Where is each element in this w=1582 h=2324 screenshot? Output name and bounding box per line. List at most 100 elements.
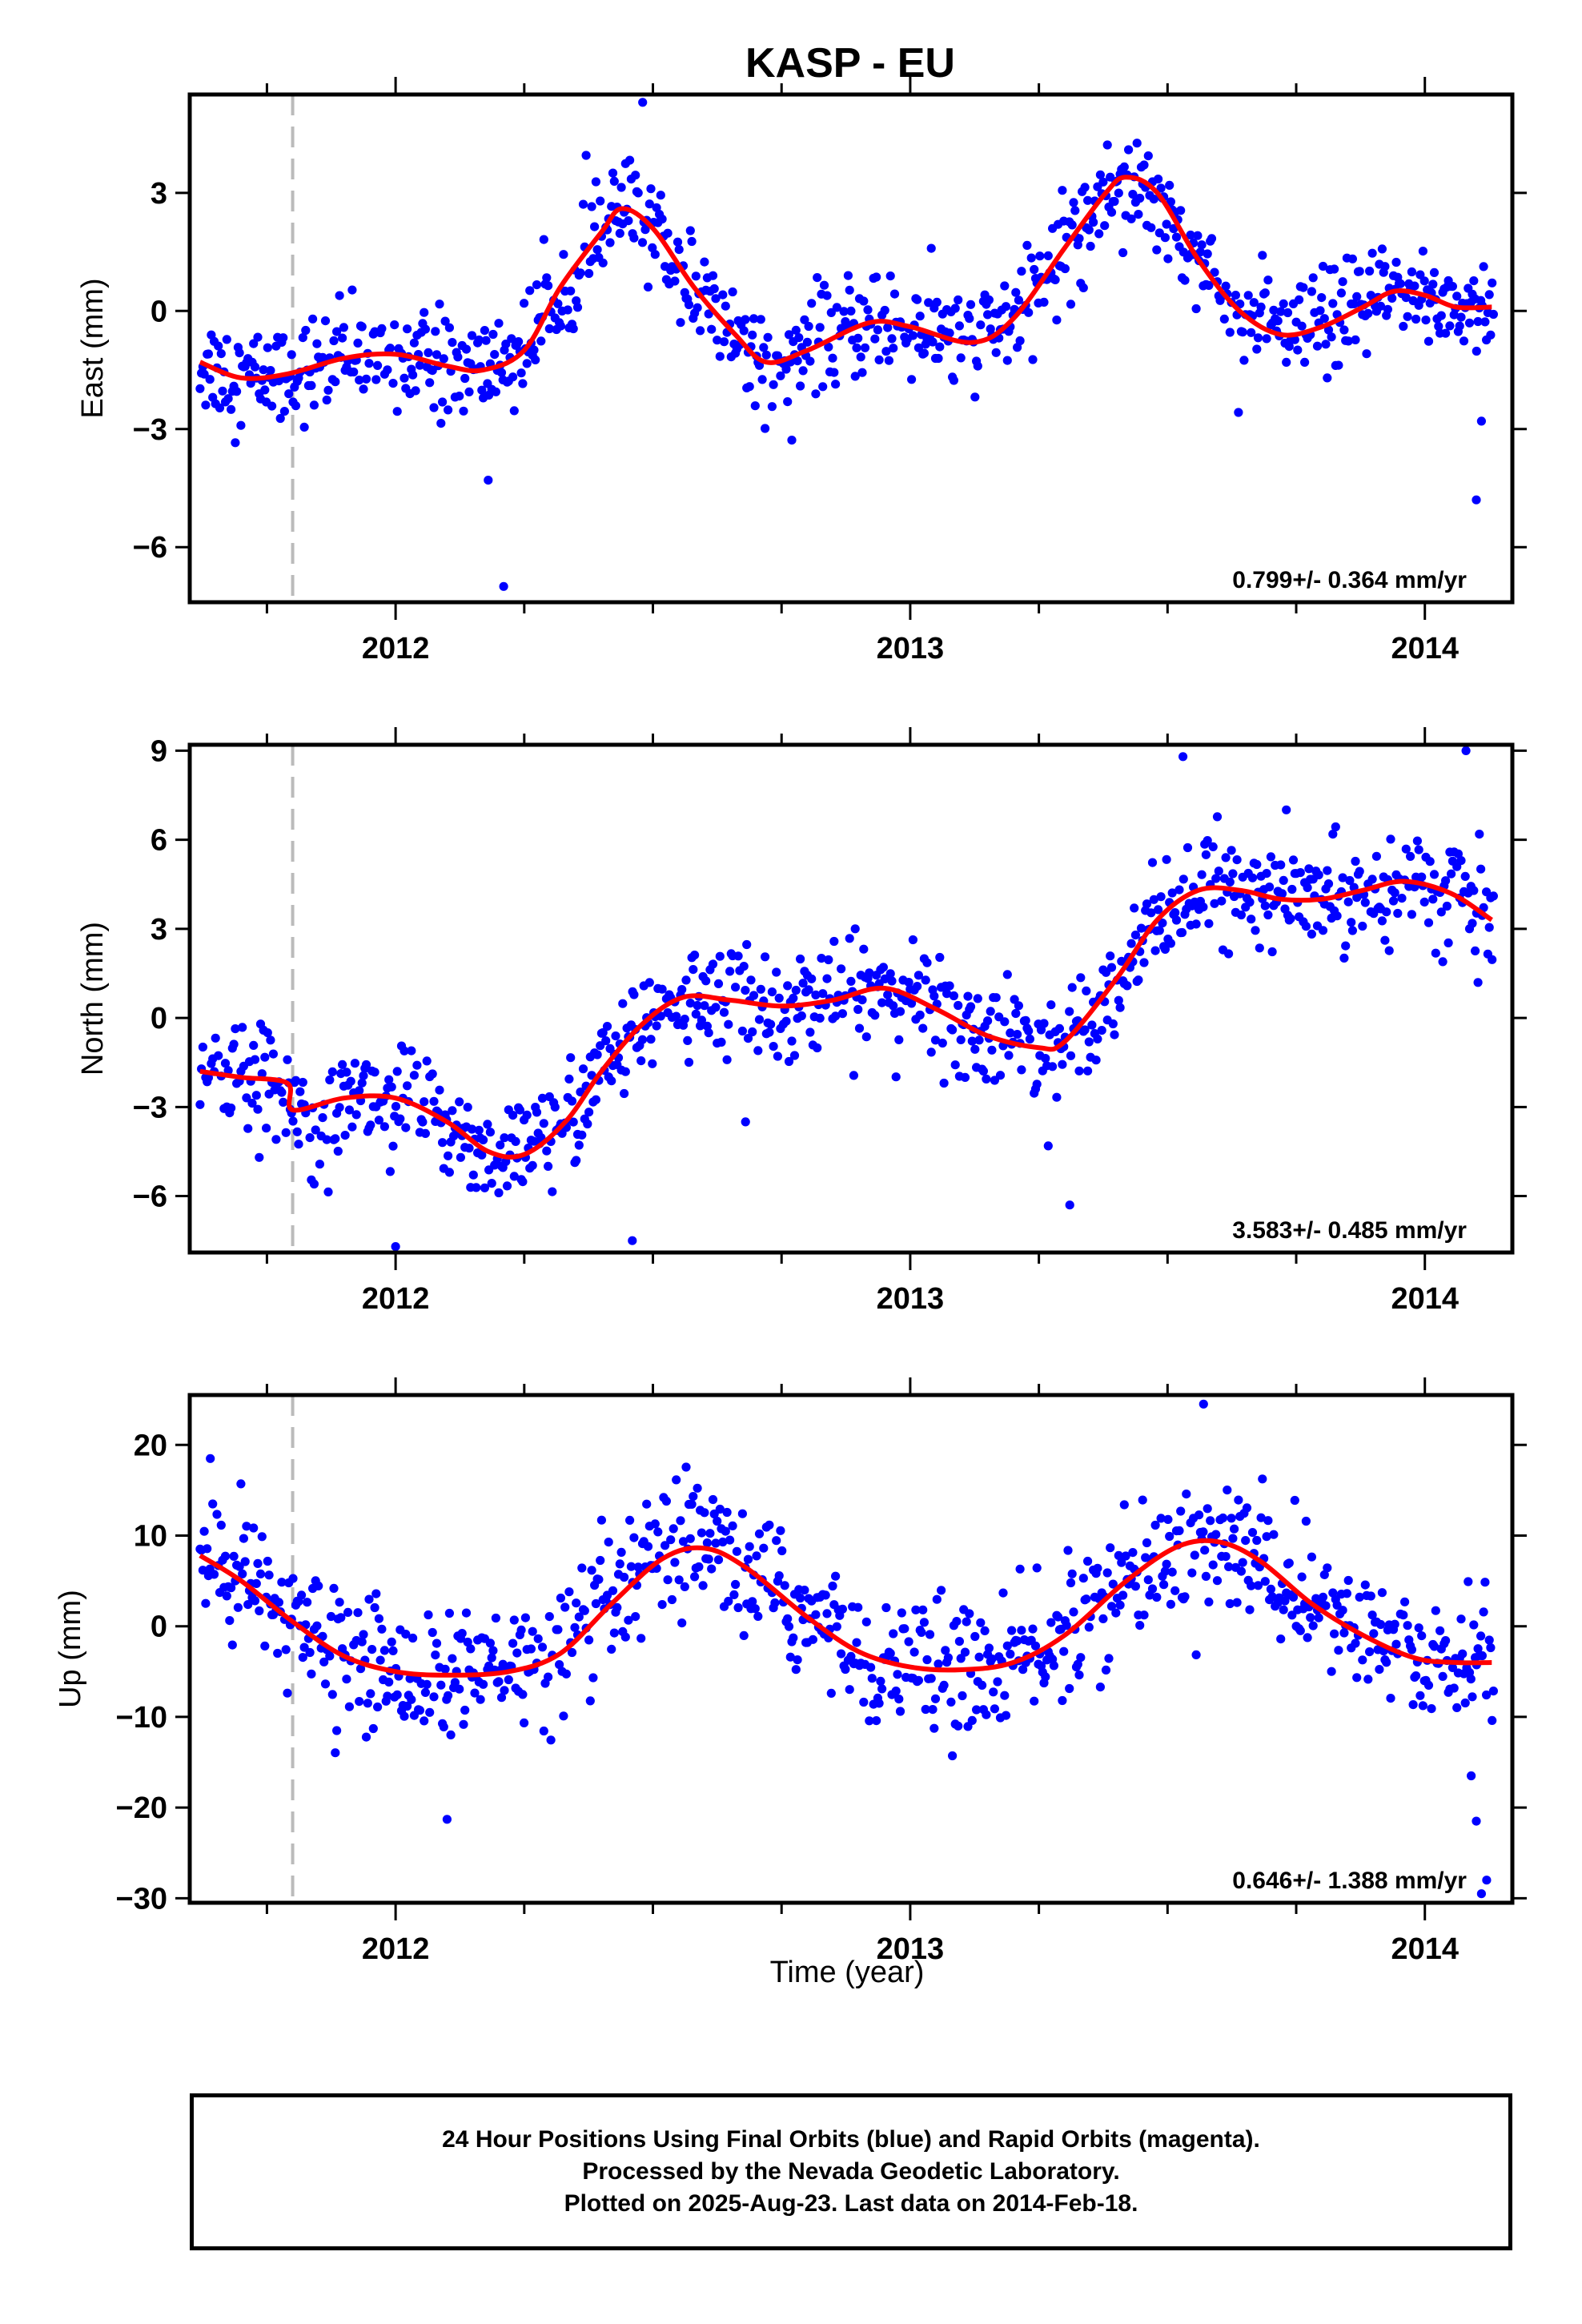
data-point: [567, 1647, 577, 1658]
data-point: [776, 371, 785, 380]
data-point: [644, 199, 654, 209]
data-point: [1227, 1514, 1236, 1523]
data-point: [1191, 1650, 1201, 1659]
data-point: [439, 1722, 448, 1731]
data-point: [255, 1606, 264, 1616]
data-point: [629, 990, 639, 999]
data-point: [373, 1702, 383, 1712]
data-point: [631, 171, 640, 180]
data-point: [1197, 870, 1207, 879]
data-point: [666, 1535, 676, 1545]
data-point: [895, 1707, 905, 1716]
data-point: [1076, 973, 1086, 983]
data-point: [791, 985, 801, 995]
data-point: [1043, 251, 1053, 260]
data-point: [928, 1705, 938, 1715]
data-point: [1347, 254, 1357, 263]
data-point: [713, 336, 722, 345]
data-point: [749, 314, 759, 324]
data-point: [1001, 1711, 1011, 1720]
data-point: [1052, 316, 1062, 325]
x-tick-label: 2014: [1391, 1282, 1459, 1316]
data-point: [765, 1027, 774, 1037]
data-point: [772, 1536, 781, 1546]
data-point: [366, 1120, 375, 1130]
data-point: [1002, 970, 1012, 979]
data-point: [837, 1604, 847, 1614]
data-point: [1266, 1584, 1275, 1594]
data-point: [1266, 852, 1275, 862]
data-point: [335, 1103, 344, 1112]
data-point: [301, 325, 311, 336]
data-point: [1017, 267, 1026, 276]
data-point: [1443, 938, 1453, 947]
panel-east: 2012 2013 2014 −6 −3 0 3 East (mm) 0.799+/- 0.36…: [76, 77, 1527, 665]
data-point: [680, 1582, 689, 1591]
data-point: [711, 1003, 721, 1012]
data-point: [739, 326, 749, 336]
data-point: [615, 1559, 624, 1569]
data-point: [1256, 302, 1266, 312]
data-point: [1488, 1715, 1497, 1725]
data-point: [1149, 895, 1158, 904]
data-point: [1307, 287, 1316, 296]
outlier-point: [499, 581, 508, 591]
data-point: [853, 333, 863, 343]
data-point: [1065, 1007, 1074, 1016]
data-point: [1258, 1474, 1267, 1484]
data-point: [1135, 193, 1145, 203]
data-point: [1258, 251, 1267, 260]
data-point: [620, 1067, 630, 1076]
data-point: [1201, 1571, 1211, 1581]
data-point: [776, 1526, 785, 1535]
data-point: [1406, 851, 1415, 861]
data-point: [587, 1566, 596, 1575]
data-point: [544, 1161, 553, 1171]
data-point: [1115, 1003, 1125, 1012]
data-point: [954, 1721, 963, 1731]
data-point: [1094, 229, 1104, 239]
data-point: [1143, 1575, 1153, 1585]
data-point: [1365, 266, 1375, 276]
data-point: [1093, 1034, 1102, 1043]
data-point: [1269, 1530, 1279, 1539]
data-point: [1111, 1608, 1121, 1618]
data-point: [1154, 175, 1163, 184]
data-point: [722, 1055, 732, 1064]
data-point: [926, 1047, 936, 1057]
data-point: [363, 1699, 372, 1708]
data-point: [1165, 180, 1174, 190]
data-point: [387, 1637, 396, 1647]
data-point: [1203, 249, 1212, 259]
data-point: [1484, 923, 1494, 932]
data-point: [463, 1637, 472, 1647]
data-point: [1224, 949, 1234, 959]
data-point: [1093, 1563, 1102, 1573]
data-point: [1321, 340, 1331, 349]
data-point: [1084, 1037, 1094, 1047]
data-point: [783, 1614, 793, 1623]
data-point: [1058, 1059, 1067, 1069]
data-point: [783, 981, 793, 991]
data-point: [1367, 1610, 1377, 1620]
data-point: [1160, 1566, 1170, 1576]
data-point: [474, 335, 484, 345]
data-point: [339, 323, 348, 332]
data-point: [1383, 304, 1392, 314]
data-point: [1341, 941, 1351, 951]
data-point: [861, 1617, 871, 1626]
data-point: [1328, 830, 1338, 839]
data-point: [1234, 1495, 1243, 1505]
data-point: [311, 1125, 320, 1135]
data-point: [444, 1608, 455, 1618]
data-point: [344, 1105, 354, 1115]
data-point: [1315, 306, 1325, 316]
data-point: [895, 1007, 905, 1016]
data-point: [1178, 875, 1188, 884]
data-point: [405, 1674, 415, 1683]
data-point: [325, 1651, 335, 1661]
data-point: [323, 1187, 333, 1196]
data-point: [1224, 1562, 1234, 1571]
data-point: [1473, 1644, 1483, 1654]
data-point: [661, 1541, 670, 1550]
